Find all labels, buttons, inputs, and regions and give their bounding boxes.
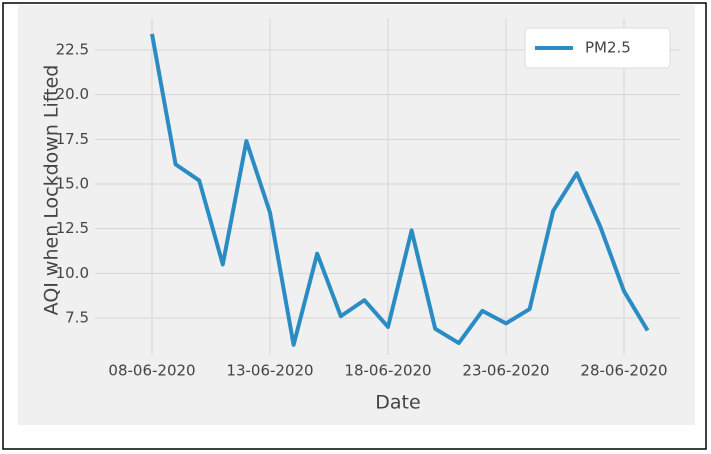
- data-line: [150, 33, 650, 347]
- y-axis-label: AQI when Lockdown Lifted: [41, 65, 63, 316]
- x-tick-label: 28-06-2020: [580, 362, 667, 380]
- y-tick-label: 12.5: [56, 219, 89, 237]
- y-tick-label: 22.5: [56, 40, 89, 58]
- legend-box: [524, 27, 671, 69]
- x-axis-label: Date: [375, 392, 420, 414]
- y-tick-label: 20.0: [56, 85, 89, 103]
- x-tick-label: 13-06-2020: [226, 362, 313, 380]
- chart-background: [18, 5, 695, 425]
- y-tick-label: 7.5: [65, 309, 89, 327]
- x-tick-label: 23-06-2020: [462, 362, 549, 380]
- y-tick-label: 17.5: [56, 130, 89, 148]
- y-tick-label: 10.0: [56, 264, 89, 282]
- x-tick-label: 08-06-2020: [108, 362, 195, 380]
- y-tick-label: 15.0: [56, 174, 89, 192]
- legend-label: PM2.5: [585, 39, 631, 57]
- x-tick-label: 18-06-2020: [344, 362, 431, 380]
